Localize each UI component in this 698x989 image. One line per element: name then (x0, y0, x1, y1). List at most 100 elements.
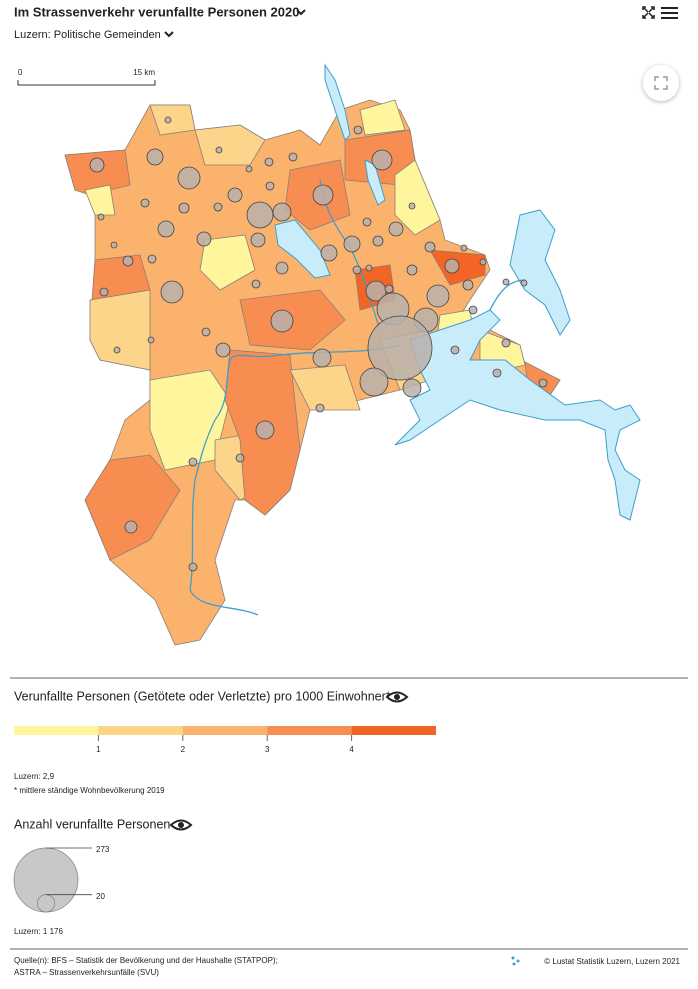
color-class (267, 726, 352, 735)
map-bubble (264, 157, 274, 167)
map-bubble (110, 241, 118, 249)
map-bubble (367, 315, 433, 381)
map-bubble (270, 309, 294, 333)
map-bubble (147, 254, 157, 264)
subtitle[interactable]: Luzern: Politische Gemeinden (14, 29, 161, 41)
map-bubble (255, 420, 275, 440)
map-bubble (89, 157, 105, 173)
color-class (351, 726, 436, 735)
class-tick-label: 1 (96, 745, 101, 754)
scale-bar: 0 15 km (17, 68, 156, 86)
map-bubble (113, 346, 121, 354)
map-bubble (146, 148, 164, 166)
map-bubble (99, 287, 109, 297)
map-bubble (408, 202, 416, 210)
region (84, 184, 116, 216)
map-bubble (227, 187, 243, 203)
region (394, 159, 441, 236)
footnote: * mittlere ständige Wohnbevölkerung 2019 (14, 786, 165, 795)
lake (274, 219, 331, 279)
map-bubble (188, 562, 198, 572)
map-bubble (359, 367, 389, 397)
class-tick-label: 4 (349, 745, 354, 754)
map-bubble (245, 165, 253, 173)
region (89, 289, 151, 371)
eye-icon[interactable] (169, 819, 193, 831)
map-bubble (502, 278, 510, 286)
lake (394, 309, 641, 521)
color-class (14, 726, 99, 735)
map-bubble (406, 264, 418, 276)
map-bubble (388, 221, 404, 237)
scale-start: 0 (18, 68, 23, 77)
map (64, 63, 641, 646)
map-bubble (520, 279, 528, 287)
map-bubble (265, 181, 275, 191)
lake (509, 209, 571, 336)
map-bubble (492, 368, 502, 378)
map-bubble (235, 453, 245, 463)
map-bubble (426, 284, 450, 308)
map-bubble (424, 241, 436, 253)
map-bubble (312, 184, 334, 206)
region (289, 364, 361, 411)
size-legend-title: Anzahl verunfallte Personen (14, 817, 170, 831)
map-bubble (124, 520, 138, 534)
map-bubble (97, 213, 105, 221)
color-summary: Luzern: 2,9 (14, 772, 55, 781)
subtitle-dropdown[interactable] (164, 31, 174, 38)
map-bubble (538, 378, 548, 388)
map-bubble (147, 336, 155, 344)
expand-icon[interactable] (642, 6, 655, 19)
map-bubble (362, 217, 372, 227)
logo (511, 956, 520, 966)
region (194, 124, 266, 166)
map-bubble (246, 201, 274, 229)
map-bubble (365, 264, 373, 272)
source: ASTRA – Strassenverkehrsunfälle (SVU) (14, 968, 159, 977)
map-bubble (372, 235, 384, 247)
map-bubble (460, 244, 468, 252)
map-bubble (501, 338, 511, 348)
map-bubble (215, 342, 231, 358)
title[interactable]: Im Strassenverkehr verunfallte Personen … (14, 4, 299, 19)
fullscreen-button[interactable] (643, 65, 679, 101)
map-bubble (343, 235, 361, 253)
class-tick-label: 2 (181, 745, 186, 754)
map-bubble (479, 258, 487, 266)
region (359, 99, 406, 136)
region (199, 234, 256, 291)
size-circle (36, 894, 56, 913)
map-bubble (178, 202, 190, 214)
map-bubble (140, 198, 150, 208)
color-class (182, 726, 268, 735)
map-bubble (384, 284, 394, 294)
menu-icon[interactable] (661, 7, 678, 19)
map-bubble (315, 403, 325, 413)
map-bubble (275, 261, 289, 275)
eye-icon[interactable] (385, 691, 409, 703)
map-bubble (177, 166, 201, 190)
map-bubble (320, 244, 338, 262)
title-dropdown[interactable] (296, 9, 306, 16)
size-summary: Luzern: 1 176 (14, 927, 63, 936)
size-legend: 273 20 (13, 845, 110, 913)
map-bubble (215, 146, 223, 154)
map-bubble (288, 152, 298, 162)
class-tick-label: 3 (265, 745, 270, 754)
map-bubble (468, 305, 478, 315)
map-bubble (371, 149, 393, 171)
map-bubble (122, 255, 134, 267)
map-bubble (188, 457, 198, 467)
river (189, 344, 401, 616)
map-bubble (353, 125, 363, 135)
river (489, 279, 526, 311)
copyright: © Lustat Statistik Luzern, Luzern 2021 (544, 957, 680, 966)
size-label: 20 (96, 892, 105, 901)
map-bubble (312, 348, 332, 368)
source: Quelle(n): BFS – Statistik der Bevölkeru… (14, 956, 278, 965)
map-bubble (157, 220, 175, 238)
map-bubble (196, 231, 212, 247)
